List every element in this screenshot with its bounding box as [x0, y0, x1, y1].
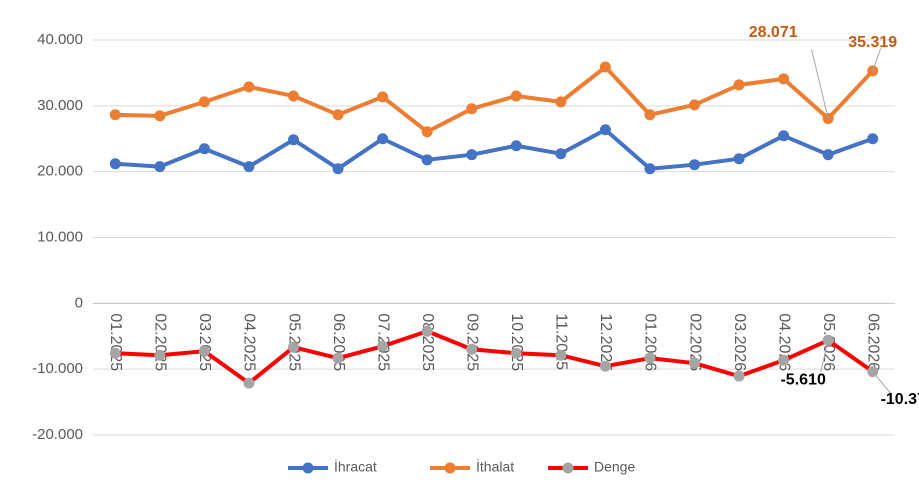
- y-tick-label: 20.000: [37, 163, 83, 180]
- data-label: -5.610: [780, 371, 825, 388]
- point: [421, 126, 433, 138]
- point: [689, 357, 700, 369]
- point: [466, 149, 478, 161]
- point: [733, 370, 745, 382]
- y-tick-label: 0: [75, 294, 83, 311]
- point: [288, 134, 299, 146]
- leader-line: [811, 49, 829, 119]
- point: [644, 352, 656, 364]
- point: [644, 163, 656, 175]
- x-tick-label: 02.2026: [686, 313, 703, 371]
- point: [510, 140, 522, 152]
- point: [154, 110, 166, 122]
- x-tick-label: 03.2025: [196, 313, 213, 371]
- point: [377, 340, 389, 352]
- y-tick-label: -10.000: [32, 360, 83, 377]
- y-tick-label: 10.000: [37, 228, 83, 245]
- legend-marker: [302, 462, 314, 474]
- point: [555, 349, 567, 361]
- point: [466, 103, 478, 115]
- x-tick-label: 04.2025: [241, 313, 258, 371]
- y-tick-label: -20.000: [32, 426, 83, 443]
- point: [332, 109, 344, 121]
- point: [733, 153, 745, 165]
- point: [332, 163, 344, 175]
- data-label: -10.378: [881, 391, 919, 408]
- legend-marker: [444, 462, 456, 474]
- data-label: 28.071: [749, 24, 798, 41]
- point: [867, 133, 879, 145]
- point: [198, 345, 210, 357]
- line-series: [115, 64, 875, 134]
- x-tick-label: 03.2026: [731, 313, 748, 371]
- x-tick-label: 11.2025: [553, 313, 570, 370]
- point: [243, 161, 255, 173]
- point: [288, 90, 299, 102]
- point: [243, 377, 255, 389]
- line-series: [115, 329, 874, 386]
- point: [109, 158, 121, 170]
- point: [733, 79, 745, 91]
- point: [555, 148, 567, 160]
- point: [778, 354, 790, 366]
- point: [377, 91, 389, 103]
- point: [154, 349, 166, 361]
- y-tick-label: 30.000: [37, 97, 83, 114]
- point: [599, 124, 611, 136]
- point: [644, 109, 656, 121]
- point: [154, 161, 166, 173]
- x-tick-label: 02.2025: [152, 313, 169, 371]
- point: [377, 133, 389, 145]
- legend-marker: [562, 462, 574, 474]
- point: [778, 130, 790, 142]
- point: [466, 343, 478, 355]
- point: [510, 347, 522, 359]
- x-tick-label: 01.2025: [107, 313, 124, 371]
- point: [778, 73, 790, 85]
- data-label: 35.319: [848, 34, 897, 51]
- x-tick-label: 06.2026: [864, 313, 881, 371]
- point: [288, 341, 299, 353]
- point: [421, 325, 433, 337]
- point: [599, 360, 611, 372]
- point: [555, 96, 567, 108]
- point: [109, 109, 121, 121]
- point: [198, 96, 210, 108]
- x-tick-label: 09.2025: [463, 313, 480, 371]
- leader-line: [872, 48, 882, 71]
- point: [421, 154, 433, 166]
- x-tick-label: 08.2025: [419, 313, 436, 371]
- point: [822, 149, 834, 161]
- legend-label: İhracat: [334, 458, 377, 475]
- point: [689, 99, 700, 111]
- legend-label: İthalat: [476, 458, 514, 475]
- point: [510, 90, 522, 102]
- point: [332, 352, 344, 364]
- point: [198, 143, 210, 155]
- leader-line: [820, 340, 829, 373]
- x-tick-label: 10.2025: [508, 313, 525, 371]
- point: [243, 81, 255, 93]
- point: [599, 61, 611, 73]
- leader-line: [872, 371, 892, 395]
- line-series: [115, 127, 874, 171]
- legend-label: Denge: [594, 459, 635, 475]
- y-tick-label: 40.000: [37, 31, 83, 48]
- point: [109, 347, 121, 359]
- point: [689, 159, 700, 171]
- x-tick-label: 12.2025: [597, 313, 614, 371]
